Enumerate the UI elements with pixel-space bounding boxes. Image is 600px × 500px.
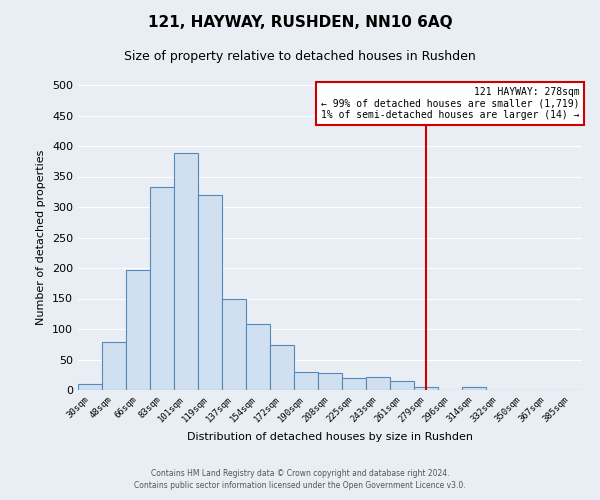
Bar bbox=[294, 372, 318, 390]
Bar bbox=[174, 154, 198, 390]
Bar bbox=[126, 270, 150, 390]
Bar bbox=[102, 342, 126, 390]
Bar bbox=[150, 187, 174, 390]
Bar bbox=[366, 376, 390, 390]
Bar bbox=[78, 384, 102, 390]
Bar bbox=[318, 373, 342, 390]
Bar bbox=[246, 324, 270, 390]
Text: 121, HAYWAY, RUSHDEN, NN10 6AQ: 121, HAYWAY, RUSHDEN, NN10 6AQ bbox=[148, 15, 452, 30]
Bar bbox=[390, 381, 414, 390]
Y-axis label: Number of detached properties: Number of detached properties bbox=[37, 150, 46, 325]
Bar bbox=[342, 378, 366, 390]
Bar bbox=[462, 387, 486, 390]
Bar bbox=[270, 346, 294, 390]
Bar bbox=[414, 387, 438, 390]
X-axis label: Distribution of detached houses by size in Rushden: Distribution of detached houses by size … bbox=[187, 432, 473, 442]
Bar bbox=[198, 195, 222, 390]
Text: Size of property relative to detached houses in Rushden: Size of property relative to detached ho… bbox=[124, 50, 476, 63]
Text: 121 HAYWAY: 278sqm
← 99% of detached houses are smaller (1,719)
1% of semi-detac: 121 HAYWAY: 278sqm ← 99% of detached hou… bbox=[321, 87, 580, 120]
Text: Contains HM Land Registry data © Crown copyright and database right 2024.
Contai: Contains HM Land Registry data © Crown c… bbox=[134, 468, 466, 490]
Bar bbox=[222, 298, 246, 390]
